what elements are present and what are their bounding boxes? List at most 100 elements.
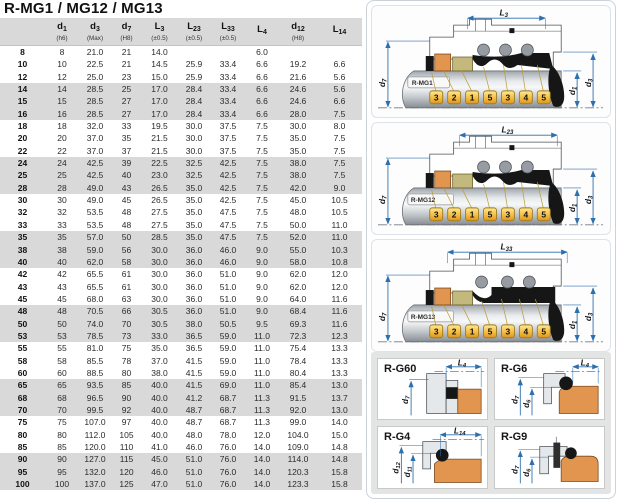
cell-size: 16 [0,107,45,121]
cell-l14: 13.7 [317,391,362,404]
cell-d12: 52.0 [279,231,317,244]
cell-l23: 36.0 [185,269,203,280]
header-l3: L3 (±0.5) [142,18,177,46]
cell-l23: 41.5 [185,355,203,366]
seat-g4: R-G4 L14 d12 [377,426,488,489]
table-row: 24 24 42.5 39 22.5 32.5 42.5 7.5 38.0 7.… [0,157,362,170]
cell-size: 60 [17,367,28,378]
dimension-d6: d6 [522,386,552,416]
cell-l14: 9.0 [317,181,362,195]
cell-d7: 66 [111,305,142,318]
cell-l4: 7.5 [256,121,268,132]
cell-l23 [177,46,211,59]
cell-d7: 33 [121,121,132,132]
cell-l3: 22.5 [142,157,177,170]
cell-d12: 64.0 [289,293,307,304]
table-body: 8 8 21.0 21 14.0 6.0 10 10 [0,46,362,491]
svg-text:3: 3 [434,209,439,219]
cell-l23: 36.5 [185,343,203,354]
cell-d3: 37.0 [86,133,104,144]
svg-text:5: 5 [541,326,546,336]
header-l23: L23 (±0.5) [177,18,211,46]
dimension-table-section: R-MG1 / MG12 / MG13 d1 (h6) d3 (Max) d7 (H8… [0,0,362,491]
cell-l33 [211,46,245,59]
cell-l3: 30.5 [142,305,177,318]
cell-size: 65 [0,379,45,392]
svg-text:L4: L4 [458,359,467,369]
cell-l14: 15.8 [317,465,362,479]
cell-d1: 8 [59,47,65,57]
cell-l14: 11.6 [317,305,362,318]
cell-d12: 28.0 [279,107,317,121]
cell-d3: 99.5 [79,403,111,417]
cell-d1: 22 [57,145,67,156]
balloon-callouts: 3 2 1 5 3 4 5 [429,181,551,222]
cell-l14: 11.6 [317,317,362,330]
cell-l33: 76.0 [211,465,245,479]
cell-l14: 14.8 [317,453,362,466]
cell-d1: 25 [45,169,79,182]
table-row: 35 35 57.0 50 28.5 35.0 47.5 7.5 52.0 11… [0,231,362,244]
stationary-seat [457,388,482,414]
cell-l14 [317,46,362,59]
cell-size: 32 [17,207,28,218]
dimension-table: d1 (h6) d3 (Max) d7 (H8) L3 (±0.5) L23 (±0.5)… [0,18,362,491]
cell-l33: 59.0 [219,355,237,366]
cell-d3: 25.0 [86,71,104,82]
cell-d7: 23 [121,71,132,82]
cell-d7: 125 [111,478,142,491]
cell-l23: 36.0 [185,293,203,304]
cell-l4: 6.6 [256,71,268,82]
balloon-callouts: 3 2 1 5 3 4 5 [429,298,551,339]
diagram-panel: R-MG1 3 2 1 5 3 4 5 [366,0,616,499]
cell-d12: 45.0 [289,195,307,206]
svg-text:1: 1 [470,326,475,336]
cell-l23: 25.9 [185,71,203,82]
cell-l14: 10.8 [317,255,362,269]
svg-text:d7: d7 [510,395,520,404]
cell-d7: 75 [121,343,132,354]
svg-text:2: 2 [452,326,457,336]
cell-l3: 14.0 [151,47,168,57]
cell-d1: 10 [57,59,67,70]
cell-size: 50 [0,317,45,330]
cell-l33: 47.5 [211,231,245,244]
seal-internals [425,43,554,72]
cell-l3: 40.0 [151,429,168,440]
cell-d12: 19.2 [289,59,307,70]
cell-d12: 69.3 [279,317,317,330]
cell-l14: 11.0 [317,231,362,244]
cell-d12: 62.0 [289,269,307,280]
cell-l4: 7.5 [256,219,268,230]
cell-d1: 75 [57,417,67,428]
table-row: 85 85 120.0 110 41.0 46.0 76.0 14.0 109.… [0,441,362,453]
cell-d3: 88.5 [86,367,104,378]
cell-l14: 15.8 [317,478,362,491]
cell-d3: 74.0 [79,317,111,330]
cell-l3: 30.0 [151,293,168,304]
table-row: 43 43 65.5 61 30.0 36.0 51.0 9.0 62.0 12… [0,281,362,293]
cell-d7: 80 [121,367,132,378]
cell-l33: 68.7 [211,391,245,404]
cell-l4: 9.0 [245,243,279,256]
cell-d12: 38.0 [279,157,317,170]
cell-l3: 14.5 [151,59,168,70]
dimension-d3: d3 [563,168,598,225]
cell-size: 70 [0,403,45,417]
table-row: 90 90 127.0 115 45.0 51.0 76.0 14.0 114.… [0,453,362,466]
cell-d1: 18 [57,121,67,132]
cell-size: 12 [17,71,28,82]
cell-d3: 37.0 [86,145,104,156]
cell-l4: 9.0 [256,281,268,292]
cell-l3: 40.0 [151,417,168,428]
dimension-d7: d7 [377,157,430,225]
cell-d1: 85 [57,442,67,452]
svg-text:d6: d6 [522,399,532,408]
cell-l23: 28.4 [177,95,211,108]
fluid-drop [548,181,565,224]
page-title: R-MG1 / MG12 / MG13 [4,0,163,17]
cell-d1: 90 [45,453,79,466]
cell-l14: 10.3 [317,243,362,256]
cell-l4: 9.5 [245,317,279,330]
cell-l23: 30.0 [185,133,203,144]
